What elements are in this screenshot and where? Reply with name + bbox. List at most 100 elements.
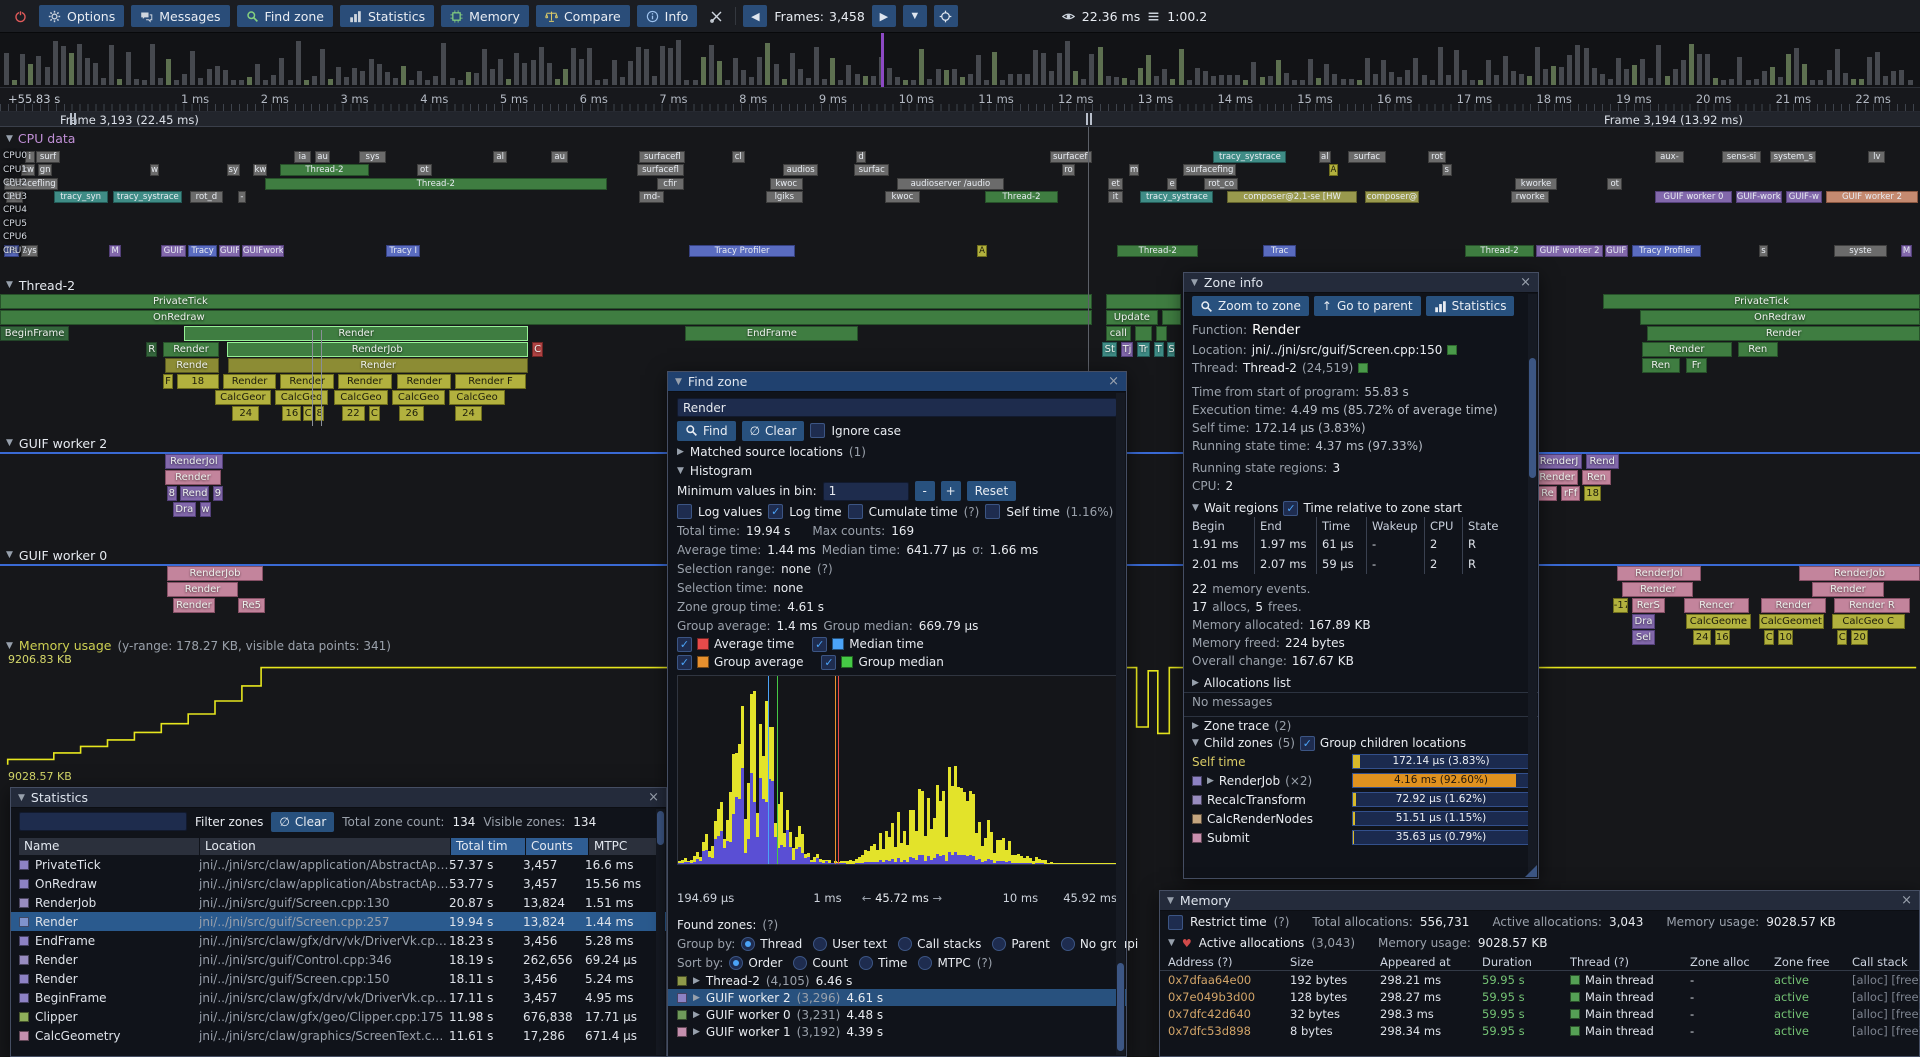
expand-icon[interactable]: ▶ <box>1207 776 1214 786</box>
thread-header[interactable]: ▼Thread-2 <box>0 276 1920 294</box>
column-header-counts[interactable]: Counts <box>526 838 588 855</box>
timeline-zone[interactable]: -17 <box>1613 598 1628 613</box>
cpu-zone[interactable]: md- <box>639 191 664 203</box>
expand-icon[interactable]: ▶ <box>693 976 700 986</box>
zone-group-row[interactable]: ▶Thread-2(4,105)6.46 s <box>668 972 1126 989</box>
cpu-zone[interactable]: Tracy I <box>386 245 421 257</box>
timeline-zone[interactable]: Render <box>1647 326 1920 341</box>
timeline-zone[interactable]: Render <box>1642 342 1732 357</box>
child-zone-row[interactable]: CalcRenderNodes51.51 µs (1.15%) <box>1184 809 1538 828</box>
increment-button[interactable]: + <box>941 481 961 501</box>
cpu-zone[interactable]: system_s <box>1770 151 1816 163</box>
timeline-zone[interactable]: Render <box>1761 598 1826 613</box>
scrollbar[interactable] <box>656 809 665 1055</box>
cpu-zone[interactable]: kw <box>253 164 266 176</box>
scrollbar-thumb[interactable] <box>1117 963 1124 1051</box>
cpu-zone[interactable]: au <box>551 151 568 163</box>
scrollbar[interactable] <box>1116 393 1125 1055</box>
timeline-zone[interactable]: Render <box>173 598 215 613</box>
allocation-row[interactable]: 0x7dfaa64e00192 bytes298.21 ms59.95 sMai… <box>1160 971 1919 988</box>
table-row[interactable]: Renderjni/../jni/src/guif/Control.cpp:34… <box>11 950 666 969</box>
collapse-icon[interactable]: ▼ <box>1192 503 1199 513</box>
timeline-zone[interactable]: 8 <box>167 486 177 501</box>
timeline-zone[interactable]: S <box>1167 342 1175 357</box>
cpu-zone[interactable]: it <box>1108 191 1123 203</box>
restrict-time-checkbox[interactable] <box>1168 915 1183 930</box>
timeline-zone[interactable] <box>1135 326 1152 341</box>
cpu-zone[interactable]: surfacefl <box>637 164 683 176</box>
help-icon[interactable]: (?) <box>762 918 778 932</box>
timeline-zone[interactable]: 26 <box>399 406 424 421</box>
cpu-zone[interactable]: M <box>1901 245 1913 257</box>
cpu-zone[interactable]: sens-si <box>1722 151 1760 163</box>
decrement-button[interactable]: - <box>915 481 935 501</box>
timeline-zone[interactable]: RenderJol <box>165 454 223 469</box>
timeline-zone[interactable]: Ren <box>1642 358 1680 373</box>
statistics-titlebar[interactable]: ▼ Statistics × <box>11 788 666 808</box>
location-value[interactable]: jni/../jni/src/guif/Screen.cpp:150 <box>1252 343 1443 357</box>
column-header-thread-[interactable]: Thread (?) <box>1570 955 1690 969</box>
legend-checkbox[interactable] <box>812 637 827 652</box>
timeline-zone[interactable]: rFf <box>1561 486 1580 501</box>
timeline-zone[interactable]: C <box>1837 630 1847 645</box>
zone-info-titlebar[interactable]: ▼ Zone info × <box>1184 273 1538 293</box>
cpu-zone[interactable]: surfacefing <box>1183 164 1237 176</box>
group-by-parent[interactable]: Parent <box>992 937 1049 951</box>
column-header-appeared-at[interactable]: Appeared at <box>1380 955 1482 969</box>
cpu-zone[interactable]: lv <box>1868 151 1885 163</box>
table-row[interactable]: RenderJobjni/../jni/src/guif/Screen.cpp:… <box>11 893 666 912</box>
time-relative-checkbox[interactable] <box>1283 501 1298 516</box>
cpu-zone[interactable]: ot <box>417 164 432 176</box>
table-row[interactable]: PrivateTickjni/../jni/src/claw/applicati… <box>11 855 666 874</box>
compare-button[interactable]: Compare <box>536 5 630 27</box>
collapse-icon[interactable]: ▼ <box>6 280 13 290</box>
collapse-icon[interactable]: ▼ <box>6 550 13 560</box>
timeline-zone[interactable]: 8 <box>315 406 325 421</box>
scrollbar[interactable] <box>1528 294 1537 877</box>
allocation-row[interactable]: 0x7dfc53d8988 bytes298.34 ms59.95 sMain … <box>1160 1022 1919 1039</box>
sort-by-order[interactable]: Order <box>729 956 782 970</box>
timeline-zone[interactable]: R <box>146 342 158 357</box>
collapse-icon[interactable]: ▼ <box>6 641 13 651</box>
timeline-zone[interactable]: w <box>200 502 212 517</box>
timeline-zone[interactable]: 16 <box>282 406 301 421</box>
find-zone-histogram[interactable] <box>677 675 1117 865</box>
timeline-zone[interactable]: CalcGeomet <box>1759 614 1824 629</box>
zone-group-row[interactable]: ▶GUIF worker 0(3,231)4.48 s <box>668 1006 1126 1023</box>
cpu-zone[interactable]: s <box>1759 245 1769 257</box>
zone-group-row[interactable]: ▶GUIF worker 1(3,192)4.39 s <box>668 1023 1126 1040</box>
close-icon[interactable]: × <box>1108 375 1119 388</box>
clear-button[interactable]: ∅Clear <box>742 421 805 441</box>
child-zone-row[interactable]: RecalcTransform72.92 µs (1.62%) <box>1184 790 1538 809</box>
timeline-zone[interactable]: C <box>532 342 544 357</box>
cpu-zone[interactable]: surfacefl <box>639 151 685 163</box>
collapse-icon[interactable]: ▼ <box>1168 938 1175 948</box>
expand-icon[interactable]: ▶ <box>693 993 700 1003</box>
timeline-zone[interactable]: Render <box>163 342 219 357</box>
cpu-zone[interactable]: al <box>493 151 506 163</box>
column-header-size[interactable]: Size <box>1290 955 1380 969</box>
cpu-zone[interactable]: gn <box>38 164 51 176</box>
cpu-zone[interactable]: ia <box>294 151 311 163</box>
cpu-zone[interactable]: s <box>1442 164 1452 176</box>
timeline-zone[interactable]: Render <box>223 374 277 389</box>
cpu-zone[interactable]: kwoc <box>885 191 920 203</box>
cpu-zone[interactable]: au <box>315 151 330 163</box>
cpu-zone[interactable]: GUIFwork <box>242 245 284 257</box>
timeline-zone[interactable]: Render <box>338 374 392 389</box>
crosshair-button[interactable] <box>934 5 958 27</box>
ignore-case-checkbox[interactable] <box>810 423 825 438</box>
memory-usage-header[interactable]: ▼ Memory usage (y-range: 178.27 KB, visi… <box>6 638 391 653</box>
expand-icon[interactable]: ▶ <box>693 1027 700 1037</box>
timeline-zone[interactable]: CalcGeo <box>392 390 446 405</box>
expand-icon[interactable]: ▶ <box>677 447 684 457</box>
timeline-zone[interactable]: Re5 <box>238 598 265 613</box>
tools-icon[interactable] <box>704 5 728 27</box>
cpu-zone[interactable]: cfir <box>657 178 684 190</box>
cpu-zone[interactable]: rworke <box>1511 191 1549 203</box>
column-header-address-[interactable]: Address (?) <box>1168 955 1290 969</box>
close-icon[interactable]: × <box>648 791 659 804</box>
scrollbar-thumb[interactable] <box>657 811 664 845</box>
cpu-zone[interactable]: kworke <box>1515 178 1557 190</box>
timeline-zone[interactable]: 18 <box>177 374 219 389</box>
